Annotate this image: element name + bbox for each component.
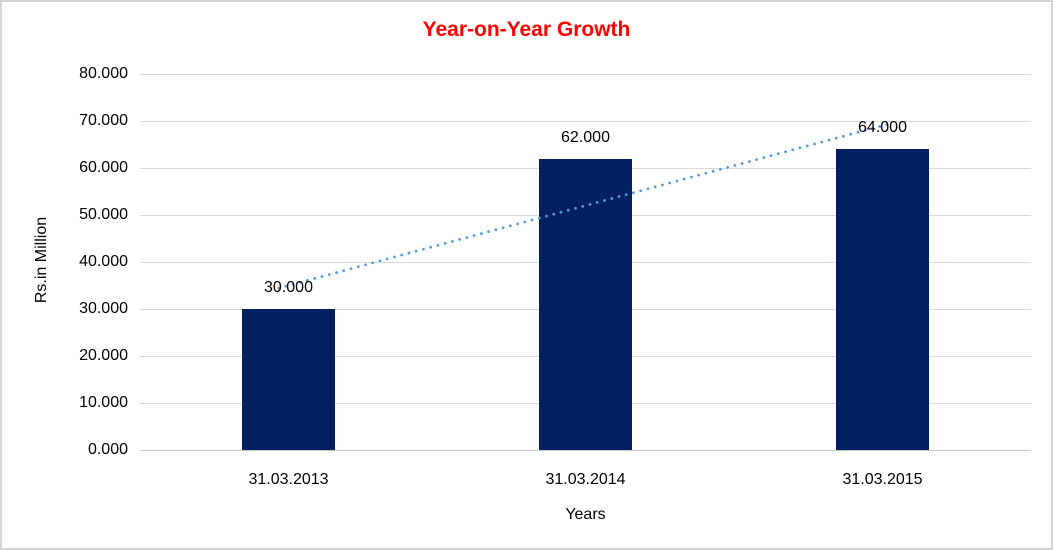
chart-title: Year-on-Year Growth — [422, 18, 631, 41]
bar-31.03.2014 — [539, 158, 632, 450]
y-gridline — [140, 121, 1031, 122]
y-tick-label: 0.000 — [87, 441, 128, 458]
y-tick-label: 80.000 — [79, 65, 128, 82]
y-tick-label: 60.000 — [79, 159, 128, 176]
bar-value-label: 30.000 — [264, 279, 313, 296]
bar-31.03.2013 — [242, 309, 335, 450]
y-tick-label: 20.000 — [79, 347, 128, 364]
y-tick-label: 10.000 — [79, 394, 128, 411]
y-tick-label: 50.000 — [79, 206, 128, 223]
bar-31.03.2015 — [836, 149, 929, 450]
bar-value-label: 64.000 — [858, 119, 907, 137]
x-tick-label: 31.03.2014 — [545, 471, 626, 488]
y-tick-label: 70.000 — [79, 112, 128, 129]
x-tick-label: 31.03.2013 — [248, 471, 329, 488]
y-gridline — [140, 74, 1031, 75]
x-axis-title: Years — [565, 506, 606, 523]
x-tick-label: 31.03.2015 — [842, 471, 923, 488]
bar-value-label: 62.000 — [561, 128, 610, 146]
y-tick-label: 30.000 — [79, 300, 128, 317]
x-axis-line — [140, 450, 1031, 451]
y-tick-label: 40.000 — [79, 253, 128, 270]
